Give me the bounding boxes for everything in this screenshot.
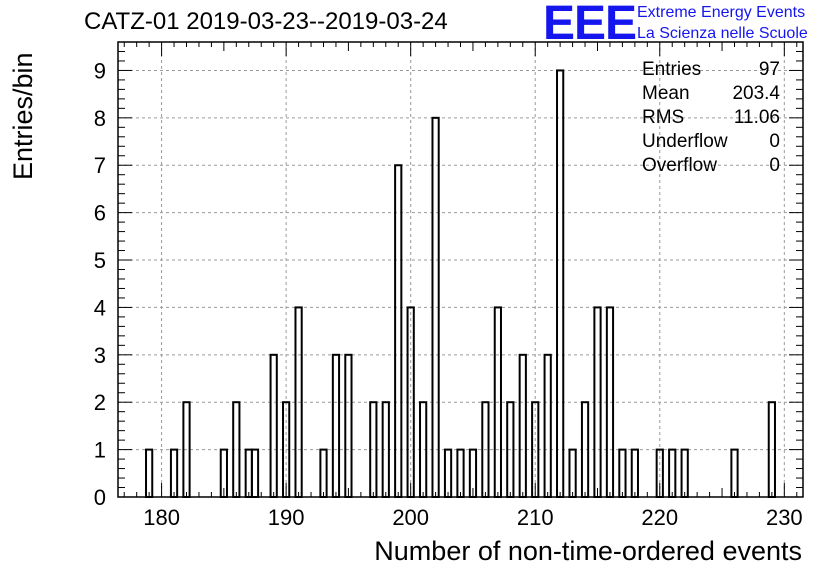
stats-row-rms: RMS 11.06	[642, 106, 780, 130]
y-tick-label: 1	[94, 438, 106, 463]
y-tick-label: 9	[94, 58, 106, 83]
plot-frame	[117, 41, 804, 498]
stats-label: Underflow	[642, 131, 728, 152]
stats-value: 0	[769, 131, 780, 152]
histogram-bar	[232, 401, 241, 499]
x-tick-label: 200	[392, 505, 429, 530]
stats-value: 203.4	[732, 83, 780, 104]
histogram-bar	[443, 448, 453, 498]
y-axis-title: Entries/bin	[8, 52, 38, 180]
histogram-bar	[518, 353, 527, 498]
x-tick-label: 190	[268, 505, 305, 530]
histogram-bar	[668, 448, 677, 498]
y-tick-label: 2	[94, 390, 106, 415]
stats-label: Entries	[642, 59, 702, 80]
chart-title: CATZ-01 2019-03-23--2019-03-24	[84, 8, 448, 35]
stats-value: 0	[769, 155, 780, 176]
histogram-bar	[556, 69, 565, 498]
histogram-bar	[145, 448, 154, 498]
logo-caption-line1: Extreme Energy Events	[637, 4, 806, 21]
histogram-bar	[605, 306, 615, 498]
histogram-bar	[630, 448, 639, 498]
histogram-bar	[568, 448, 577, 498]
x-tick-label: 180	[143, 505, 180, 530]
stats-row-overflow: Overflow 0	[642, 154, 780, 178]
eee-logo: EEE	[543, 0, 637, 50]
y-tick-label: 5	[94, 248, 106, 273]
histogram-bar	[680, 448, 689, 498]
x-tick-label: 220	[641, 505, 678, 530]
histogram-bar	[331, 353, 341, 498]
stats-label: Mean	[642, 83, 690, 104]
histogram-bar	[419, 401, 428, 499]
histogram-bar	[369, 401, 378, 499]
x-axis-title: Number of non-time-ordered events	[374, 536, 802, 566]
y-tick-label: 7	[94, 153, 106, 178]
stats-value: 11.06	[733, 107, 780, 128]
stats-row-mean: Mean 203.4	[642, 82, 780, 106]
stats-row-entries: Entries 97	[642, 58, 780, 82]
histogram-bar	[456, 448, 465, 498]
histogram-bar	[250, 448, 260, 498]
histogram-bar	[593, 306, 602, 498]
x-tick-label: 230	[766, 505, 803, 530]
stats-label: RMS	[642, 107, 685, 128]
x-tick-label: 210	[517, 505, 554, 530]
y-tick-label: 8	[94, 106, 106, 131]
y-tick-label: 0	[94, 485, 106, 510]
logo-caption-line2: La Scienza nelle Scuole	[637, 25, 808, 42]
stats-value: 97	[758, 59, 780, 80]
histogram-bar	[543, 353, 552, 498]
y-tick-label: 6	[94, 201, 106, 226]
histogram-bar	[580, 401, 590, 499]
histogram-bar	[319, 448, 328, 498]
histogram-bar	[431, 116, 440, 498]
histogram-bar	[767, 401, 776, 499]
logo-caption: Extreme Energy Events La Scienza nelle S…	[637, 2, 808, 44]
histogram-bar	[618, 448, 627, 498]
histogram-bar	[730, 448, 739, 498]
histogram-bar	[169, 448, 179, 498]
histogram-bar	[344, 353, 353, 498]
stats-label: Overflow	[642, 155, 717, 176]
y-tick-label: 3	[94, 343, 106, 368]
histogram-bar	[269, 353, 278, 498]
histogram-bar	[381, 401, 390, 499]
y-tick-label: 4	[94, 295, 106, 320]
histogram-bar	[394, 164, 403, 499]
stats-row-underflow: Underflow 0	[642, 130, 780, 154]
stats-box: Entries 97 Mean 203.4 RMS 11.06 Underflo…	[642, 58, 780, 178]
